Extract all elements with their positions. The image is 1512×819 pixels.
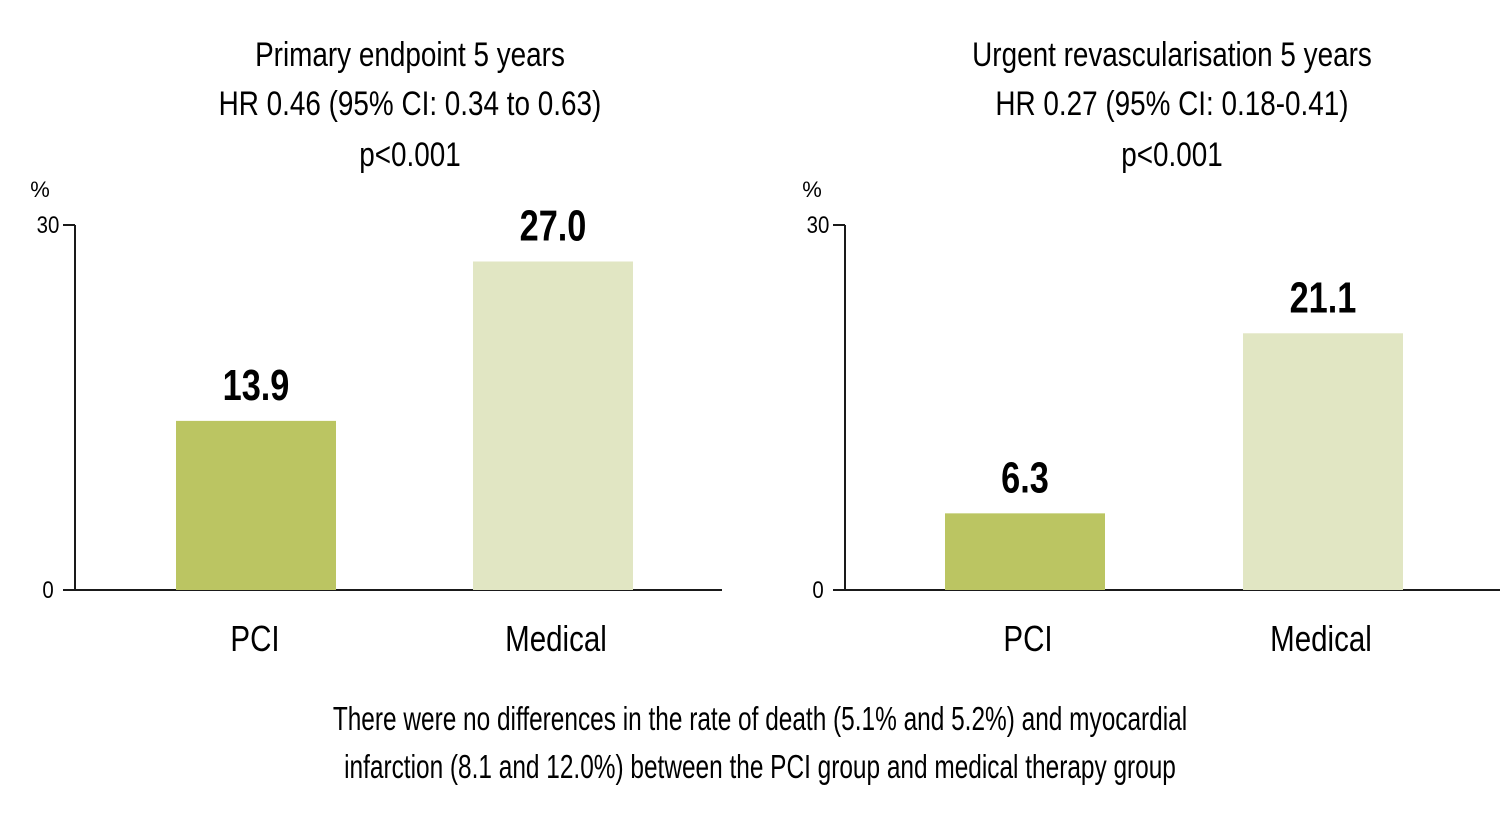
data-label: 27.0 (520, 201, 587, 250)
chart-title-line-2: HR 0.27 (95% CI: 0.18-0.41) (995, 84, 1348, 122)
y-tick-label: 0 (812, 576, 823, 603)
bar-medical (1243, 333, 1403, 590)
x-category-label: PCI (1003, 618, 1052, 658)
data-label: 13.9 (223, 361, 290, 410)
data-label: 21.1 (1290, 273, 1357, 322)
chart-primary-endpoint: Primary endpoint 5 years HR 0.46 (95% CI… (30, 35, 722, 659)
x-category-label: Medical (505, 618, 607, 658)
footnote-line-2: infarction (8.1 and 12.0%) between the P… (344, 750, 1176, 786)
y-tick-label: 0 (42, 576, 53, 603)
bar-medical (473, 261, 633, 590)
chart-title-line-2: HR 0.46 (95% CI: 0.34 to 0.63) (219, 84, 602, 122)
bar-pci (945, 513, 1105, 590)
chart-urgent-revascularisation: Urgent revascularisation 5 years HR 0.27… (802, 35, 1500, 659)
bars: 13.9 PCI 27.0 Medical (176, 201, 633, 659)
y-tick-label: 30 (37, 211, 60, 238)
bars: 6.3 PCI 21.1 Medical (945, 273, 1403, 659)
chart-title-line-1: Primary endpoint 5 years (255, 35, 565, 73)
y-axis-unit-label: % (802, 177, 822, 202)
y-axis-unit-label: % (30, 177, 50, 202)
chart-title-line-1: Urgent revascularisation 5 years (972, 35, 1372, 73)
data-label: 6.3 (1001, 453, 1049, 502)
footnote-line-1: There were no differences in the rate of… (333, 702, 1187, 738)
x-category-label: PCI (230, 618, 279, 658)
x-category-label: Medical (1270, 618, 1372, 658)
chart-title-line-3: p<0.001 (1121, 135, 1223, 173)
y-tick-label: 30 (807, 211, 830, 238)
chart-title-line-3: p<0.001 (359, 135, 461, 173)
bar-pci (176, 420, 336, 590)
